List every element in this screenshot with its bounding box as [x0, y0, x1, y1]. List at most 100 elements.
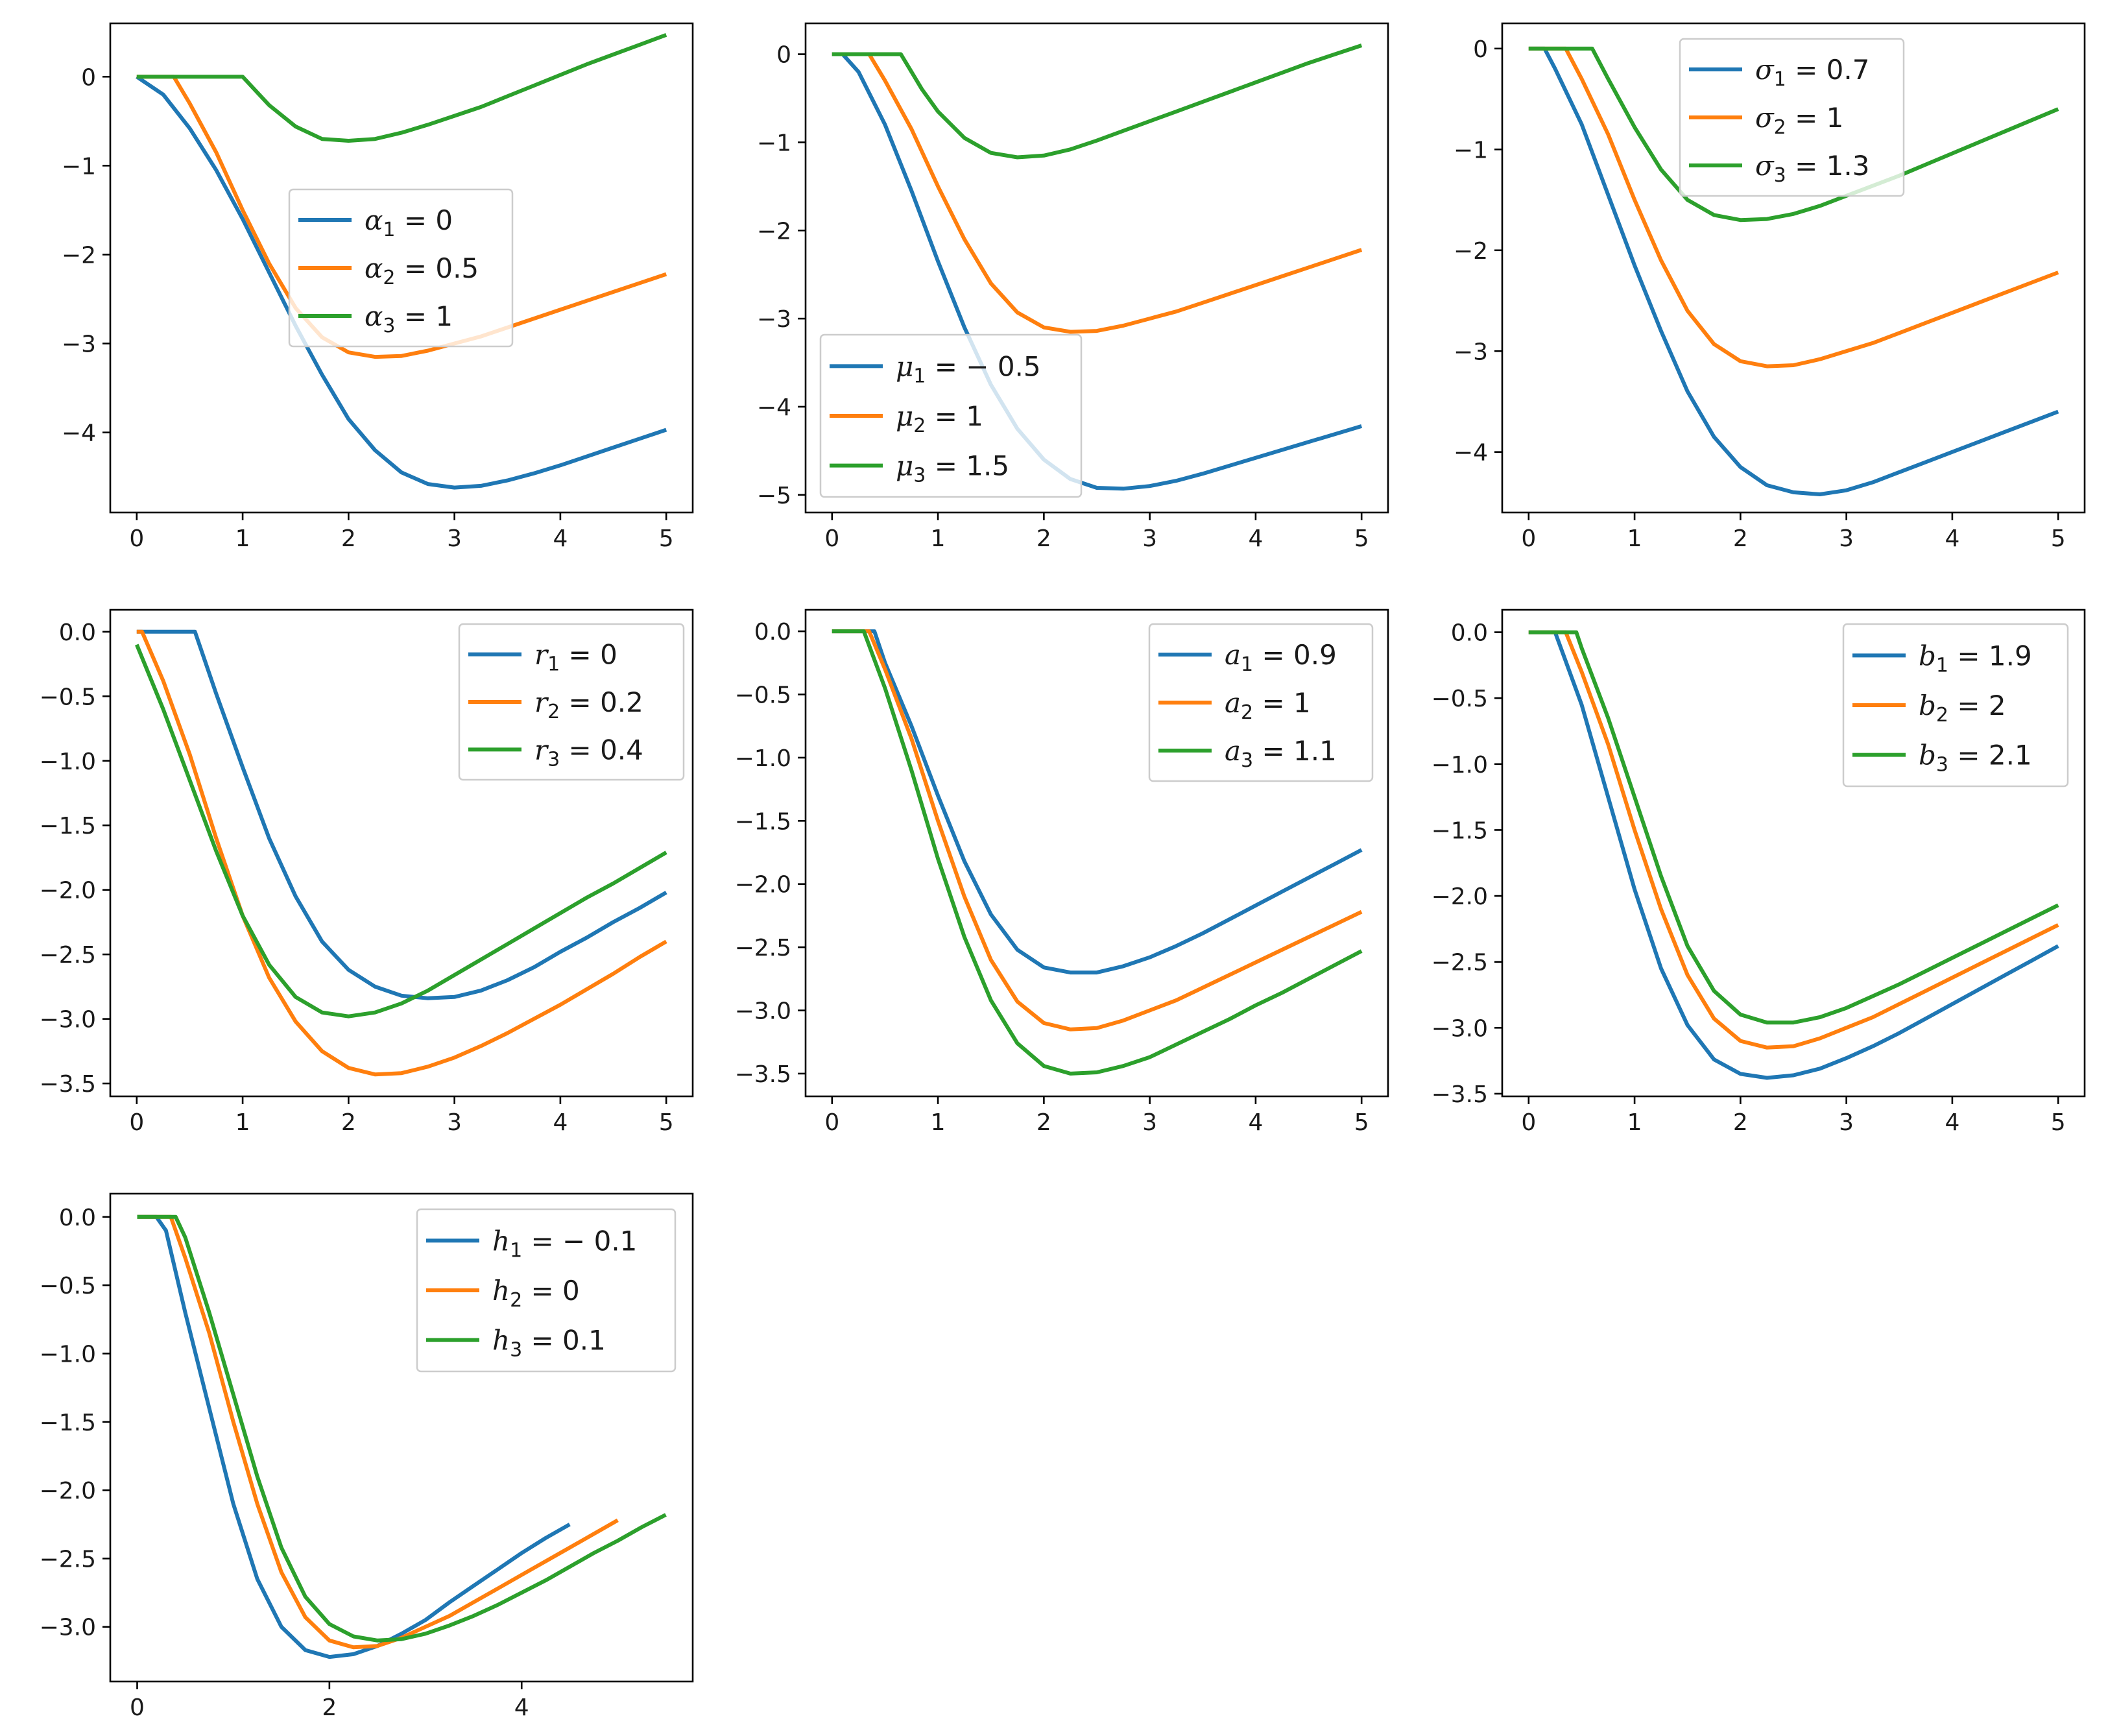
- y-tick-label: −1: [757, 130, 791, 156]
- y-tick-label: 0.0: [59, 1205, 96, 1231]
- axes-frame: [804, 609, 1389, 1098]
- x-tick-label: 1: [931, 525, 946, 552]
- series-line-α2: [136, 75, 667, 359]
- subplot-7: 0 2 4 0.0 −0.5 −1.0 −1.5 −2.0 −2.5 −3.0 h1 = − 0.1…: [40, 1192, 694, 1721]
- x-tick-label: 5: [2051, 1109, 2066, 1136]
- legend-entry-h2: h2 = 0: [492, 1275, 580, 1312]
- subplot-3: 0 1 2 3 4 5 0 −1 −2 −3 −4 σ1 = 0.7 σ2 = 1 σ3 = 1.3: [1454, 22, 2086, 552]
- y-tick-label: −2.0: [1431, 884, 1488, 910]
- legend-frame: [819, 333, 1083, 498]
- y-tick-label: −2.0: [40, 878, 96, 904]
- x-tick-label: 0: [824, 1109, 839, 1136]
- x-tick-label: 3: [1142, 525, 1157, 552]
- y-tick-label: 0.0: [1451, 620, 1488, 647]
- legend-entry-α3: α3 = 1: [365, 300, 453, 337]
- legend-entry-μ2: μ2 = 1: [896, 400, 983, 437]
- axes-frame: [804, 22, 1389, 514]
- x-tick-label: 4: [1945, 525, 1959, 552]
- series-line-a3: [832, 629, 1363, 1076]
- legend-entry-a2: a2 = 1: [1225, 687, 1311, 724]
- x-tick-label: 4: [553, 1109, 568, 1136]
- y-tick-label: −1.5: [40, 1410, 96, 1436]
- series-line-σ1: [1528, 46, 2059, 496]
- x-tick-label: 3: [1839, 1109, 1854, 1136]
- x-tick-label: 2: [1036, 525, 1051, 552]
- series-line-r1: [136, 629, 667, 1000]
- axes-frame: [109, 609, 694, 1098]
- series-line-α1: [136, 75, 667, 490]
- x-tick-label: 2: [341, 525, 356, 552]
- legend-entry-σ2: σ2 = 1: [1755, 102, 1843, 139]
- series-line-h2: [137, 1214, 619, 1650]
- legend-entry-r1: r1 = 0: [534, 639, 617, 676]
- y-tick-label: −1.0: [1431, 752, 1488, 778]
- x-tick-label: 1: [1627, 1109, 1642, 1136]
- y-tick-label: 0.0: [754, 619, 791, 645]
- series-line-μ2: [832, 52, 1363, 334]
- subplot-2: 0 1 2 3 4 5 0 −1 −2 −3 −4 −5 μ1 = − 0.5 μ2 = 1 μ3 = 1.…: [757, 22, 1389, 552]
- y-tick-label: −1.0: [735, 745, 791, 772]
- y-tick-label: −1.0: [40, 749, 96, 775]
- legend: r1 = 0 r2 = 0.2 r3 = 0.4: [458, 623, 685, 781]
- y-tick-label: −2: [62, 242, 96, 269]
- y-tick-label: −1.5: [40, 813, 96, 839]
- series-line-a2: [832, 629, 1363, 1031]
- subplot-4: 0 1 2 3 4 5 0.0 −0.5 −1.0 −1.5 −2.0 −2.5 −3.0 −3.5 r1 …: [40, 609, 694, 1136]
- x-tick-label: 2: [322, 1694, 337, 1721]
- y-tick-label: −2.5: [40, 1546, 96, 1573]
- y-tick-label: 0: [776, 42, 791, 69]
- x-tick-label: 2: [341, 1109, 356, 1136]
- series-line-μ3: [832, 43, 1363, 160]
- y-tick-label: −4: [1454, 440, 1488, 466]
- y-tick-label: −0.5: [40, 1273, 96, 1299]
- x-tick-label: 0: [1521, 525, 1536, 552]
- y-tick-label: −1.5: [1431, 817, 1488, 844]
- y-tick-label: −3: [62, 332, 96, 358]
- series-line-r2: [136, 629, 667, 1077]
- y-tick-label: −2.5: [1431, 950, 1488, 976]
- legend-entry-b1: b1 = 1.9: [1919, 640, 2032, 677]
- y-tick-label: −3.5: [40, 1071, 96, 1098]
- y-tick-label: 0: [81, 64, 96, 91]
- x-tick-label: 5: [1354, 525, 1369, 552]
- y-tick-label: −3: [1454, 339, 1488, 365]
- legend: h1 = − 0.1 h2 = 0 h3 = 0.1: [416, 1208, 677, 1373]
- y-tick-label: −3.0: [40, 1007, 96, 1033]
- series-line-h1: [137, 1214, 571, 1659]
- series-line-σ3: [1528, 46, 2059, 223]
- y-tick-label: −1.0: [40, 1341, 96, 1368]
- y-tick-label: −0.5: [40, 684, 96, 710]
- legend-entry-a1: a1 = 0.9: [1225, 639, 1337, 676]
- x-tick-label: 2: [1733, 525, 1748, 552]
- y-tick-label: −1.5: [735, 808, 791, 835]
- legend-frame: [288, 188, 514, 348]
- y-tick-label: −2.5: [735, 935, 791, 961]
- series-line-h3: [137, 1214, 667, 1643]
- legend-frame: [1148, 623, 1374, 782]
- y-tick-label: −1: [1454, 137, 1488, 163]
- legend-entry-σ3: σ3 = 1.3: [1755, 150, 1869, 187]
- legend: α1 = 0 α2 = 0.5 α3 = 1: [288, 188, 514, 348]
- x-tick-label: 2: [1036, 1109, 1051, 1136]
- y-tick-label: −3: [757, 306, 791, 333]
- legend-entry-b3: b3 = 2.1: [1919, 740, 2032, 777]
- legend-entry-h1: h1 = − 0.1: [492, 1225, 637, 1262]
- subplot-5: 0 1 2 3 4 5 0.0 −0.5 −1.0 −1.5 −2.0 −2.5 −3.0 −3.5 a1 …: [735, 609, 1389, 1136]
- series-line-b2: [1528, 630, 2059, 1050]
- x-tick-label: 3: [447, 1109, 462, 1136]
- x-tick-label: 5: [659, 525, 674, 552]
- series-line-a1: [832, 629, 1363, 975]
- series-line-b1: [1528, 630, 2059, 1080]
- y-tick-label: −4: [62, 420, 96, 447]
- series-line-μ1: [832, 52, 1363, 491]
- y-tick-label: −3.5: [735, 1061, 791, 1088]
- legend-entry-r2: r2 = 0.2: [534, 686, 643, 723]
- y-tick-label: −2.0: [40, 1478, 96, 1504]
- legend: b1 = 1.9 b2 = 2 b3 = 2.1: [1842, 623, 2069, 788]
- y-tick-label: −3.0: [735, 998, 791, 1025]
- x-tick-label: 3: [1142, 1109, 1157, 1136]
- x-tick-label: 0: [824, 525, 839, 552]
- axes-frame: [1501, 22, 2086, 514]
- y-tick-label: −2.0: [735, 872, 791, 898]
